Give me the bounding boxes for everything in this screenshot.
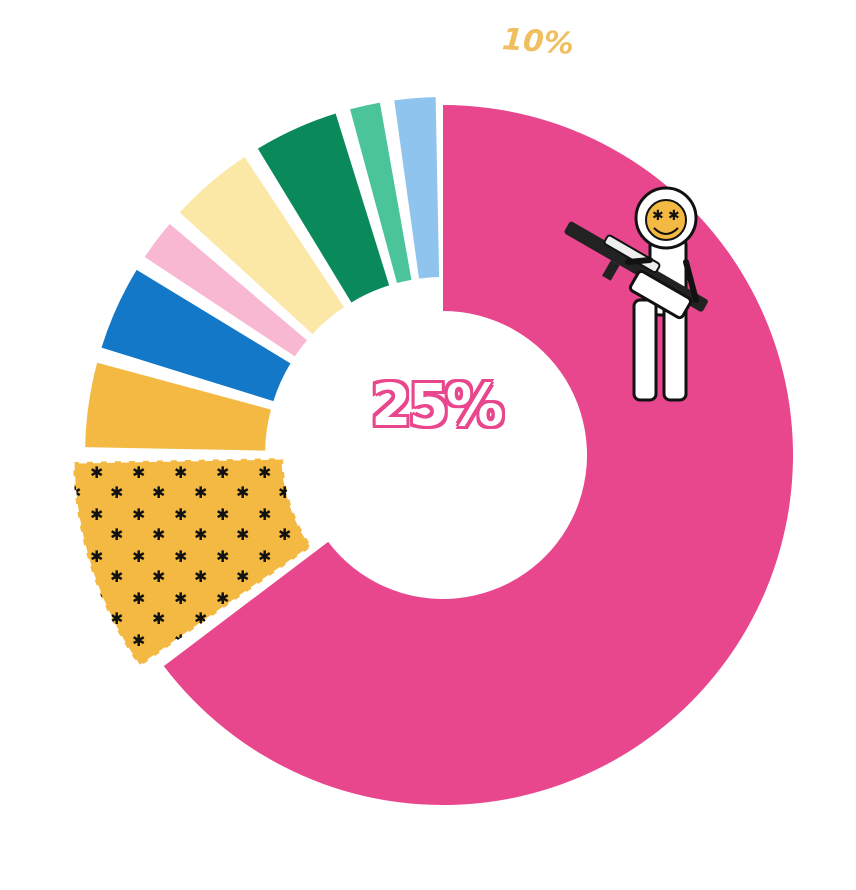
donut-slice-8 [350, 102, 412, 284]
donut-slice-9 [394, 97, 440, 279]
donut-slice-6 [179, 157, 344, 335]
center-percentage-label: 25% [371, 371, 504, 439]
cartoon-figure-icon: ✱ ✱ [564, 186, 708, 402]
donut-slice-4 [101, 269, 291, 402]
donut-slice-3 [85, 362, 271, 451]
svg-text:✱: ✱ [668, 208, 680, 224]
donut-slice-2 [71, 456, 314, 669]
callout-percentage-label: 10% [500, 22, 576, 62]
donut-slice-5 [144, 223, 307, 357]
svg-text:✱: ✱ [652, 208, 664, 224]
donut-slice-7 [257, 113, 390, 303]
